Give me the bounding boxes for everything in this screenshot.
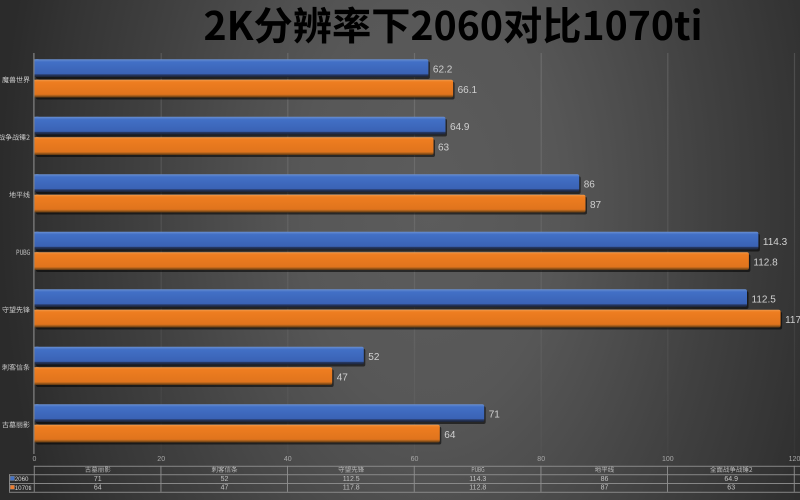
svg-text:1070ti: 1070ti bbox=[15, 485, 32, 492]
svg-text:47: 47 bbox=[221, 485, 229, 492]
svg-text:52: 52 bbox=[368, 352, 380, 363]
svg-text:52: 52 bbox=[221, 476, 229, 483]
svg-text:63: 63 bbox=[438, 142, 450, 153]
svg-text:64.9: 64.9 bbox=[724, 476, 738, 483]
svg-text:100: 100 bbox=[662, 456, 674, 463]
svg-text:60: 60 bbox=[411, 456, 419, 463]
svg-text:114.3: 114.3 bbox=[763, 237, 788, 248]
svg-text:0: 0 bbox=[33, 456, 37, 463]
svg-text:86: 86 bbox=[584, 179, 596, 190]
svg-text:64: 64 bbox=[94, 485, 102, 492]
svg-text:112.5: 112.5 bbox=[752, 294, 777, 305]
svg-text:71: 71 bbox=[489, 409, 501, 420]
svg-text:20: 20 bbox=[157, 456, 165, 463]
svg-text:47: 47 bbox=[337, 372, 349, 383]
svg-text:120: 120 bbox=[789, 456, 800, 463]
svg-text:87: 87 bbox=[590, 200, 602, 211]
svg-text:112.8: 112.8 bbox=[753, 257, 778, 268]
svg-text:2060: 2060 bbox=[15, 476, 29, 483]
svg-text:80: 80 bbox=[537, 456, 545, 463]
svg-text:87: 87 bbox=[601, 485, 609, 492]
svg-text:112.8: 112.8 bbox=[469, 485, 486, 492]
svg-text:40: 40 bbox=[284, 456, 292, 463]
svg-text:62.2: 62.2 bbox=[433, 64, 453, 75]
svg-text:63: 63 bbox=[727, 485, 735, 492]
svg-text:114.3: 114.3 bbox=[469, 476, 486, 483]
svg-text:64.9: 64.9 bbox=[450, 122, 470, 133]
svg-text:71: 71 bbox=[94, 476, 102, 483]
svg-text:112.5: 112.5 bbox=[343, 476, 360, 483]
svg-text:86: 86 bbox=[601, 476, 609, 483]
svg-text:117.8: 117.8 bbox=[343, 485, 360, 492]
svg-text:117.8: 117.8 bbox=[785, 315, 800, 326]
svg-text:64: 64 bbox=[444, 430, 456, 441]
svg-text:66.1: 66.1 bbox=[458, 85, 478, 96]
